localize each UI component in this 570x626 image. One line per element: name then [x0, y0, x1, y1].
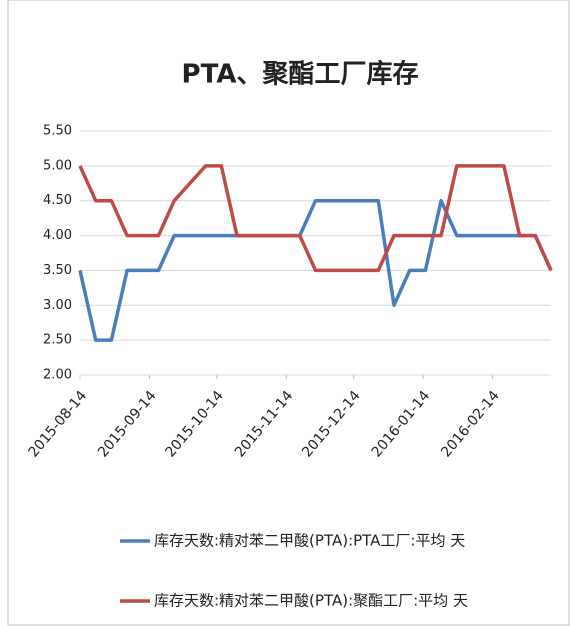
y-tick-label: 2.50: [43, 333, 72, 348]
y-tick-label: 4.50: [43, 193, 72, 208]
y-tick-label: 3.50: [43, 263, 72, 278]
y-tick-label: 3.00: [43, 298, 72, 313]
chart-frame: [7, 0, 570, 626]
y-tick-label: 5.50: [43, 124, 72, 139]
y-tick-label: 5.00: [43, 158, 72, 173]
legend-label: 库存天数:精对苯二甲酸(PTA):聚酯工厂:平均 天: [154, 592, 468, 610]
legend-label: 库存天数:精对苯二甲酸(PTA):PTA工厂:平均 天: [154, 532, 465, 550]
y-tick-label: 2.00: [43, 368, 72, 383]
series-line: [78, 164, 553, 273]
series-line: [78, 198, 553, 342]
y-tick-label: 4.00: [43, 228, 72, 243]
chart-title: PTA、聚酯工厂库存: [182, 60, 419, 90]
